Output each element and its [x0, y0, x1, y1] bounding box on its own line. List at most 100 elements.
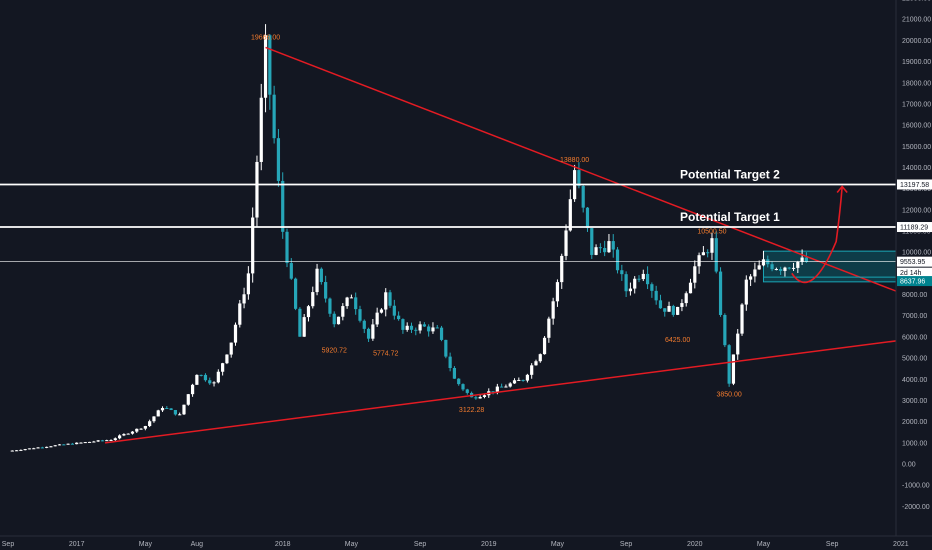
candle-body [233, 324, 238, 343]
candle-body [676, 306, 680, 315]
support-price-tag-box [897, 276, 932, 287]
candle-body [521, 379, 525, 381]
candle-body [512, 380, 517, 384]
candle-body [628, 288, 633, 292]
candle-body [178, 414, 182, 416]
candle-body [169, 408, 173, 410]
candle-body [667, 305, 671, 312]
time-scale[interactable]: Sep 2017 May Aug 2018 May Sep 2019 May Sep 2020 May… [2, 541, 932, 548]
candle-body [491, 391, 495, 393]
candle-body [542, 337, 547, 355]
candle-body [332, 313, 336, 325]
candle-body [100, 440, 105, 442]
candle-body [87, 441, 92, 443]
candle-body [276, 138, 281, 181]
y-tick-label: 14000.00 [902, 165, 931, 172]
candle-body [79, 442, 83, 444]
x-tick-label: May [757, 541, 771, 548]
candle-body [27, 448, 32, 450]
y-tick-label: 18000.00 [902, 80, 931, 87]
y-tick-label: 8000.00 [902, 292, 927, 299]
candle-body [238, 303, 242, 325]
candle-body [49, 446, 53, 448]
candle-body [736, 333, 740, 355]
candle-body [203, 374, 208, 381]
candle-body [53, 445, 57, 447]
target-label: Potential Target 1 [680, 210, 780, 224]
candle-body [388, 292, 392, 306]
candle-body [139, 428, 143, 430]
price-annotation: 3850.00 [716, 391, 741, 398]
candle-body [495, 386, 499, 392]
candle-body [590, 228, 594, 255]
y-tick-label: 11000.00 [902, 229, 931, 236]
candle-body [530, 365, 534, 375]
candle-body [96, 440, 100, 442]
candle-body [152, 416, 156, 422]
candle-body [186, 394, 190, 405]
candle-body [482, 395, 487, 397]
candle-body [560, 255, 564, 283]
candle-body [564, 230, 568, 256]
candle-body [315, 268, 319, 293]
y-tick-label: 7000.00 [902, 313, 927, 320]
y-tick-label: 0.00 [902, 462, 916, 469]
y-tick-label: 22000.00 [902, 0, 931, 3]
candle-body [229, 342, 233, 355]
candle-body [14, 450, 19, 452]
price-annotation: 13880.00 [560, 157, 589, 164]
candle-body [439, 327, 444, 340]
candle-body [289, 263, 293, 279]
current-price-tag: 9553.95 [900, 259, 925, 266]
candle-body [160, 407, 165, 411]
countdown-label: 2d 14h [900, 270, 922, 277]
candle-body [36, 447, 40, 449]
candle-body [113, 438, 117, 441]
candle-body [804, 257, 809, 262]
candle-body [246, 273, 250, 295]
price-annotation: 10500.50 [697, 229, 726, 236]
candle-body [345, 297, 349, 307]
candle-body [285, 231, 289, 264]
candle-body [465, 389, 469, 393]
candle-body [658, 300, 663, 309]
candle-body [444, 339, 448, 357]
candle-body [418, 324, 422, 331]
candle-body [504, 386, 508, 388]
y-tick-label: 17000.00 [902, 101, 931, 108]
candle-body [448, 356, 452, 368]
y-tick-label: 4000.00 [902, 377, 927, 384]
price-annotation: 19666.00 [251, 34, 280, 41]
target-price-tag: 13197.58 [900, 182, 929, 189]
candle-body [650, 284, 654, 291]
candle-body [272, 94, 276, 139]
candle-body [148, 421, 152, 427]
candle-body [349, 297, 353, 299]
candle-body [414, 329, 418, 331]
candle-body [182, 404, 186, 415]
y-tick-label: -1000.00 [902, 483, 930, 490]
candle-body [749, 276, 753, 280]
target-label: Potential Target 2 [680, 167, 780, 181]
candle-body [392, 305, 396, 316]
candle-body [62, 444, 66, 446]
candle-body [796, 261, 800, 268]
candle-body [70, 443, 74, 445]
candle-body [753, 269, 757, 277]
candle-body [770, 264, 774, 270]
x-tick-label: May [139, 541, 153, 548]
candle-body [774, 269, 778, 271]
candle-body [611, 241, 615, 250]
candle-body [40, 447, 44, 449]
x-tick-label: 2018 [275, 541, 291, 548]
candle-body [57, 444, 62, 446]
y-tick-label: 1000.00 [902, 440, 927, 447]
y-tick-label: 13000.00 [902, 186, 931, 193]
x-tick-label: 2017 [69, 541, 85, 548]
candle-body [431, 327, 435, 332]
candle-body [319, 268, 323, 283]
candle-body [324, 282, 328, 299]
projection-arrowhead [836, 185, 848, 194]
y-tick-label: 6000.00 [902, 334, 927, 341]
